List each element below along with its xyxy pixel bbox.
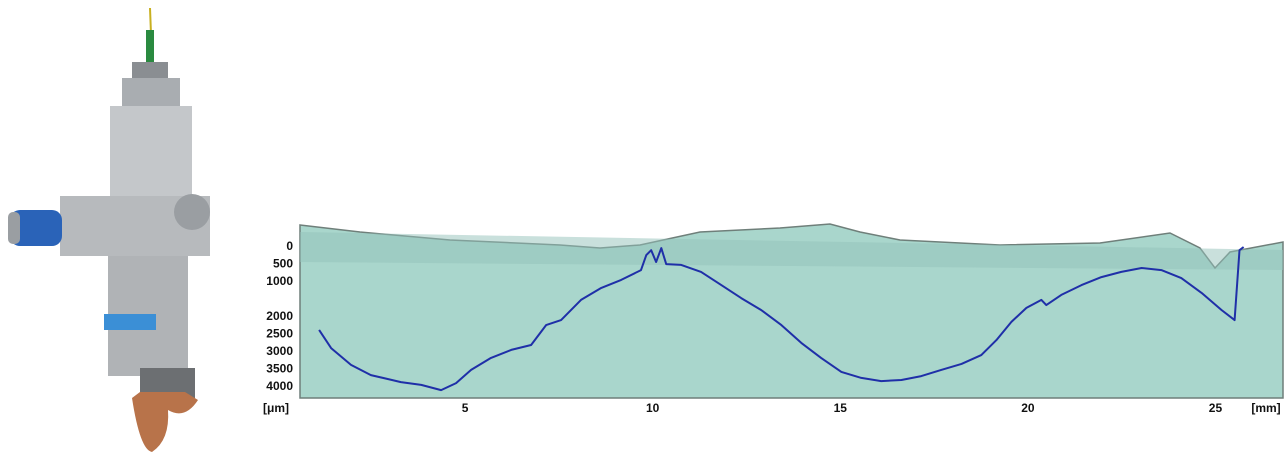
x-tick-label: 20 xyxy=(1021,401,1035,415)
micrograph xyxy=(300,224,1283,398)
y-tick-label: 4000 xyxy=(266,379,293,393)
laser-head-photo xyxy=(8,8,210,452)
y-tick-label: 2000 xyxy=(266,309,293,323)
page: [μm] [mm] 0 500 1000 2000 2500 3000 3500 4000 5 1… xyxy=(0,0,1288,459)
y-tick-label: 3000 xyxy=(266,344,293,358)
y-tick-label: 1000 xyxy=(266,274,293,288)
x-tick-label: 10 xyxy=(646,401,660,415)
y-tick-label: 0 xyxy=(286,239,293,253)
x-tick-label: 25 xyxy=(1209,401,1223,415)
figure: [μm] [mm] 0 500 1000 2000 2500 3000 3500 4000 5 1… xyxy=(0,0,1288,459)
x-tick-label: 15 xyxy=(834,401,848,415)
x-axis-label: [mm] xyxy=(1251,401,1280,415)
y-tick-label: 500 xyxy=(273,257,293,271)
y-tick-label: 2500 xyxy=(266,327,293,341)
x-tick-label: 5 xyxy=(462,401,469,415)
y-tick-label: 3500 xyxy=(266,362,293,376)
y-axis-label: [μm] xyxy=(263,401,289,415)
